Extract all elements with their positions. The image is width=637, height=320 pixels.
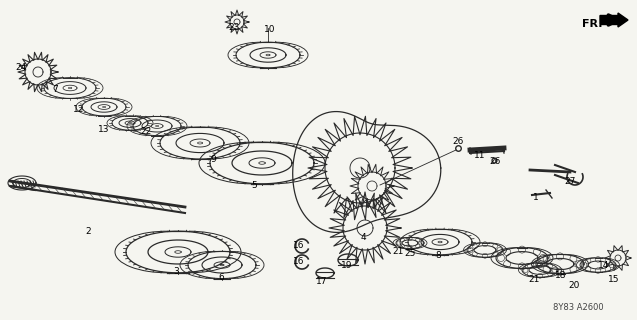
Text: 27: 27 [564,178,576,187]
Text: 21: 21 [392,247,404,257]
Text: 8Y83 A2600: 8Y83 A2600 [553,303,604,313]
Text: 24: 24 [15,62,27,71]
Text: 12: 12 [73,106,85,115]
Text: FR.: FR. [582,19,603,29]
Text: 23: 23 [228,23,240,33]
Text: 5: 5 [251,181,257,190]
Text: 14: 14 [598,260,610,269]
Text: 13: 13 [98,125,110,134]
Text: 11: 11 [475,150,486,159]
Text: 10: 10 [264,26,276,35]
Text: 4: 4 [360,234,366,243]
Text: 26: 26 [452,138,464,147]
Text: 7: 7 [52,85,58,94]
Text: 20: 20 [568,281,580,290]
Text: 6: 6 [218,273,224,282]
Text: 26: 26 [489,157,501,166]
Text: 18: 18 [555,270,567,279]
Text: 19: 19 [341,260,353,269]
Text: 9: 9 [210,156,216,164]
Text: 8: 8 [435,252,441,260]
Text: 1: 1 [533,194,539,203]
Text: 2: 2 [85,228,91,236]
Text: 16: 16 [293,241,304,250]
Text: 16: 16 [293,258,304,267]
Text: 17: 17 [316,276,328,285]
Text: 3: 3 [173,268,179,276]
Text: 15: 15 [608,276,620,284]
Text: 21: 21 [528,275,540,284]
Text: 22: 22 [140,127,152,137]
Text: 25: 25 [404,249,416,258]
FancyArrow shape [600,13,628,27]
